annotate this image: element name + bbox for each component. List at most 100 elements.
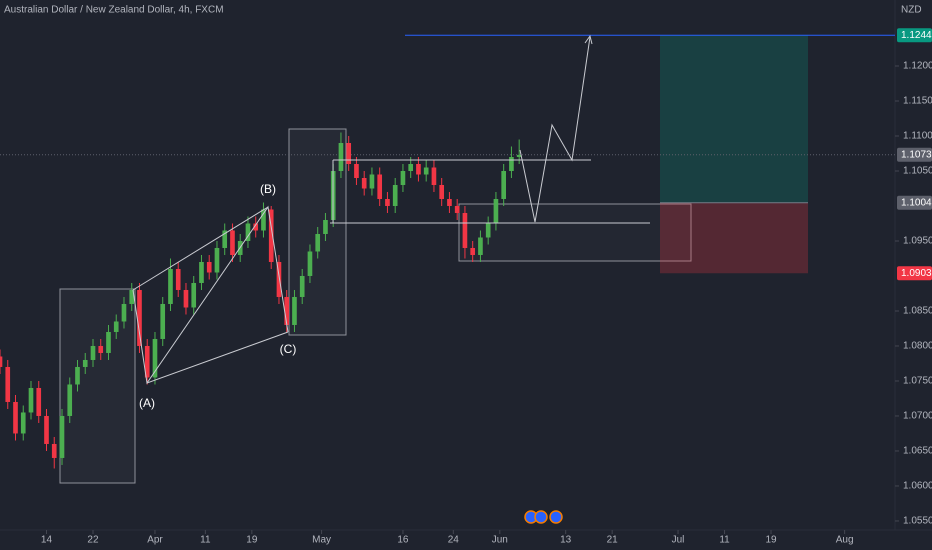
candle-body [478,237,483,255]
candle-body [168,268,173,304]
candle-body [346,142,352,164]
y-tick-label: 1.06500 [903,446,932,457]
x-tick-label: 21 [607,535,619,546]
candle-body [439,184,445,199]
wave-label: (A) [139,396,155,410]
candle-body [509,156,514,171]
price-label: 1.10046 [901,197,932,208]
x-tick-label: 19 [765,535,777,546]
candle-body [137,289,142,346]
x-tick-label: Aug [836,535,854,546]
event-icon [549,510,563,524]
trend-line [146,331,289,384]
candle-body [82,359,88,367]
y-tick-label: 1.10500 [903,166,932,177]
candle-body [106,331,111,353]
candle-body [206,261,212,273]
candle-body [0,356,3,367]
candle-body [183,289,189,308]
candle-body [129,289,135,304]
candle-body [51,443,57,458]
price-label-box [897,266,932,281]
candle-body [431,167,437,185]
x-tick-label: 19 [246,535,258,546]
candle-body [253,223,259,231]
candle-body [516,154,522,157]
stop-zone [660,202,808,274]
x-tick-label: May [312,535,331,546]
y-tick-label: 1.11500 [903,96,932,107]
candle-body [75,366,80,385]
candle-body [121,303,127,322]
candle-body [307,251,313,276]
y-tick-label: 1.11000 [903,131,932,142]
candle-body [261,209,266,231]
candle-body [361,177,367,189]
drawings: (A) (B) (C) [132,34,650,410]
y-tick-label: 1.07500 [903,376,932,387]
candle-body [323,219,328,234]
drawings-back [0,34,895,484]
y-tick-label: 1.08500 [903,306,932,317]
candle-body [113,321,119,332]
candle-body [501,170,507,199]
trend-line [132,206,269,291]
candle-body [338,142,344,171]
candle-body [268,209,274,262]
x-tick-label: 11 [719,535,730,546]
x-tick-label: 24 [448,535,460,546]
candle-body [152,338,158,378]
candle-body [98,345,104,353]
candle-body [214,247,220,273]
candle-body [276,261,282,297]
candle-body [222,230,228,248]
candle-body [447,198,452,206]
wave-line [132,205,289,385]
candle-body [230,230,235,255]
candle-body [315,233,321,252]
y-tick-label: 1.07000 [903,411,932,422]
candle-body [423,167,429,175]
box [288,128,347,336]
x-tick-label: 22 [87,535,99,546]
candle-body [28,387,34,413]
price-label: 1.10733 [901,149,932,160]
box [59,288,136,484]
candle-body [493,198,499,224]
event-icon [534,510,548,524]
candle-body [67,384,73,416]
chart-title: Australian Dollar / New Zealand Dollar, … [4,5,224,16]
x-tick-label: 11 [200,535,211,546]
candle-body [5,366,11,402]
candle-body [392,184,398,206]
candle-body [377,174,383,199]
price-label-box [897,28,932,43]
candle-body [292,296,297,325]
candle-body [462,212,468,248]
y-tick-label: 1.09500 [903,236,932,247]
indicator-icons [524,510,563,524]
x-tick-label: 14 [41,535,53,546]
candle-body [36,387,42,416]
candle-body [199,261,204,283]
y-tick-label: 1.06000 [903,481,932,492]
wave-label: (C) [280,342,297,356]
candle-body [299,275,305,297]
box [458,203,692,262]
price-label: 1.09039 [901,268,932,279]
target-zone [660,35,808,203]
y-tick-label: 1.08000 [903,341,932,352]
candle-body [284,296,290,325]
x-tick-label: Apr [147,535,163,546]
candle-body [400,170,406,185]
candle-body [175,268,181,290]
price-label-box [897,147,932,162]
candle-body [245,223,251,241]
candle-body [369,174,375,189]
candle-body [408,163,414,171]
candle-body [191,282,197,308]
arrow-head [584,34,593,45]
